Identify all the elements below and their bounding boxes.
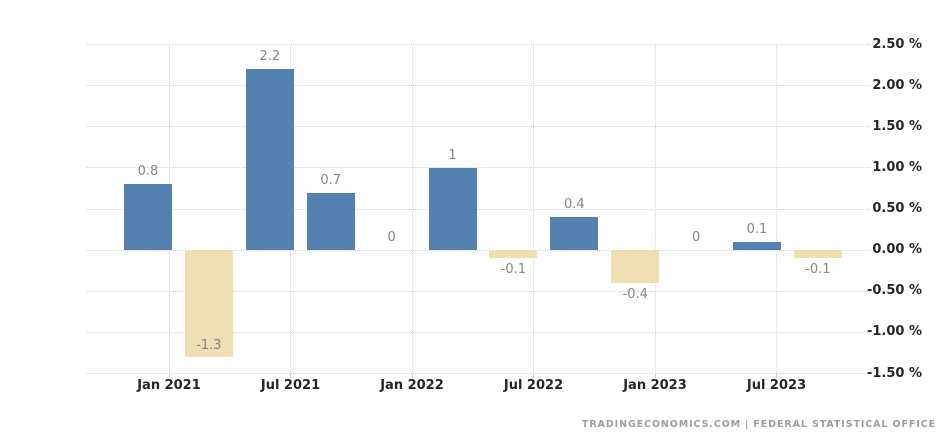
y-gridline — [87, 373, 870, 374]
x-tick-mark — [290, 373, 291, 378]
y-axis-label: -1.00 % — [866, 324, 922, 340]
x-axis-label: Jan 2021 — [137, 377, 201, 393]
bar-value-label: 0 — [691, 230, 701, 246]
x-gridline — [776, 44, 777, 374]
tradingeconomics-link[interactable]: TRADINGECONOMICS.COM — [582, 419, 742, 430]
bar-value-label: -0.1 — [500, 262, 527, 278]
bar-value-label: -0.1 — [805, 262, 831, 278]
bar-value-label: -1.3 — [196, 338, 222, 354]
y-axis-label: 1.00 % — [872, 159, 922, 175]
bar-2021-q3[interactable] — [306, 192, 355, 251]
y-axis-label: -1.50 % — [866, 365, 922, 381]
bar-2021-q2[interactable] — [245, 69, 294, 251]
y-axis-label: 2.00 % — [872, 77, 922, 93]
x-tick-mark — [654, 373, 656, 378]
bar-2022-q1[interactable] — [428, 167, 477, 251]
bar-value-label: 0.8 — [137, 164, 159, 180]
attribution: TRADINGECONOMICS.COM | FEDERAL STATISTICAL… — [582, 419, 936, 430]
y-gridline — [87, 85, 870, 87]
bar-2022-q4[interactable] — [611, 250, 660, 284]
x-axis-label: Jan 2022 — [380, 377, 444, 393]
y-axis-label: 2.50 % — [872, 36, 922, 52]
bar-value-label: 1 — [448, 147, 457, 163]
y-gridline — [87, 167, 870, 169]
y-gridline — [87, 208, 870, 210]
y-gridline — [87, 249, 870, 251]
bar-2022-q2[interactable] — [489, 250, 538, 259]
x-tick-mark — [776, 373, 777, 378]
bar-value-label: 0.4 — [563, 197, 585, 213]
bar-2022-q3[interactable] — [550, 217, 599, 251]
y-gridline — [87, 44, 870, 45]
bar-value-label: -0.4 — [622, 287, 648, 303]
y-gridline — [87, 331, 870, 333]
bar-2023-q2[interactable] — [733, 241, 781, 251]
bar-2023-q3[interactable] — [793, 250, 842, 259]
attribution-separator: | — [745, 419, 750, 430]
bar-value-label: 0.7 — [320, 172, 342, 188]
x-axis-label: Jul 2021 — [260, 377, 321, 393]
x-tick-mark — [168, 373, 170, 378]
x-axis-label: Jul 2022 — [503, 377, 564, 393]
bar-value-label: 0.1 — [746, 221, 768, 237]
x-axis-label: Jan 2023 — [623, 377, 687, 393]
x-axis-label: Jul 2023 — [746, 377, 807, 393]
source-label: FEDERAL STATISTICAL OFFICE — [753, 419, 936, 430]
x-gridline — [654, 44, 656, 374]
y-gridline — [87, 126, 870, 128]
y-gridline — [87, 290, 870, 292]
y-axis-label: 0.50 % — [872, 201, 922, 216]
bar-value-label: 0 — [387, 230, 396, 246]
x-tick-mark — [533, 373, 534, 378]
bar-2020-q4[interactable] — [124, 184, 172, 251]
x-tick-mark — [411, 373, 413, 378]
x-gridline — [411, 44, 413, 374]
bar-2021-q1[interactable] — [184, 250, 233, 358]
y-axis-label: 0.00 % — [872, 242, 922, 258]
y-axis-label: 1.50 % — [872, 118, 922, 134]
x-gridline — [533, 44, 534, 374]
bar-value-label: 2.2 — [259, 49, 281, 65]
y-axis-label: -0.50 % — [866, 283, 922, 299]
